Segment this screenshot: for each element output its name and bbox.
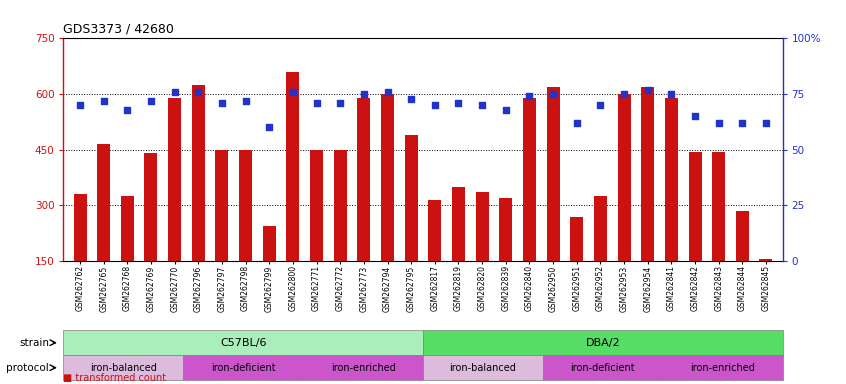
Bar	[216, 150, 228, 261]
Point	[735, 120, 749, 126]
Point	[570, 120, 584, 126]
Point	[97, 98, 111, 104]
Text: iron-deficient: iron-deficient	[211, 362, 276, 373]
Point	[665, 91, 678, 97]
Bar	[689, 152, 701, 261]
Bar	[760, 259, 772, 261]
Bar	[475, 192, 489, 261]
Point	[404, 96, 418, 102]
Bar	[423, 330, 783, 355]
Point	[594, 102, 607, 108]
Bar	[287, 72, 299, 261]
Point	[239, 98, 252, 104]
Point	[618, 91, 631, 97]
Bar	[547, 87, 559, 261]
Bar	[523, 98, 536, 261]
Bar	[712, 152, 725, 261]
Text: DBA/2: DBA/2	[585, 338, 620, 348]
Text: iron-balanced: iron-balanced	[449, 362, 516, 373]
Point	[286, 89, 299, 95]
Bar	[357, 98, 371, 261]
Point	[74, 102, 87, 108]
Bar	[594, 196, 607, 261]
Text: ■ transformed count: ■ transformed count	[63, 373, 167, 383]
Bar	[570, 217, 583, 261]
Point	[357, 91, 371, 97]
Bar	[121, 196, 134, 261]
Bar	[310, 150, 323, 261]
Bar	[736, 211, 749, 261]
Point	[712, 120, 726, 126]
Point	[191, 89, 205, 95]
Bar	[543, 355, 662, 380]
Point	[759, 120, 772, 126]
Bar	[404, 135, 418, 261]
Point	[452, 100, 465, 106]
Point	[499, 107, 513, 113]
Point	[215, 100, 228, 106]
Bar	[381, 94, 394, 261]
Bar	[168, 98, 181, 261]
Text: iron-enriched: iron-enriched	[690, 362, 755, 373]
Point	[144, 98, 157, 104]
Point	[120, 107, 134, 113]
Point	[523, 93, 536, 99]
Text: protocol: protocol	[6, 362, 49, 373]
Text: strain: strain	[19, 338, 49, 348]
Text: GDS3373 / 42680: GDS3373 / 42680	[63, 23, 174, 36]
Bar	[662, 355, 783, 380]
Bar	[192, 85, 205, 261]
Bar	[641, 87, 654, 261]
Bar	[303, 355, 423, 380]
Bar	[74, 194, 86, 261]
Text: iron-enriched: iron-enriched	[331, 362, 396, 373]
Bar	[97, 144, 110, 261]
Point	[641, 86, 655, 93]
Bar	[145, 154, 157, 261]
Bar	[333, 150, 347, 261]
Bar	[665, 98, 678, 261]
Text: iron-balanced: iron-balanced	[90, 362, 157, 373]
Bar	[499, 198, 513, 261]
Point	[475, 102, 489, 108]
Bar	[263, 226, 276, 261]
Point	[168, 89, 181, 95]
Text: C57BL/6: C57BL/6	[220, 338, 266, 348]
Point	[381, 89, 394, 95]
Point	[689, 113, 702, 119]
Bar	[423, 355, 543, 380]
Point	[547, 91, 560, 97]
Bar	[63, 355, 184, 380]
Bar	[428, 200, 442, 261]
Point	[428, 102, 442, 108]
Text: iron-deficient: iron-deficient	[570, 362, 635, 373]
Bar	[63, 330, 423, 355]
Point	[310, 100, 323, 106]
Point	[262, 124, 276, 131]
Point	[333, 100, 347, 106]
Bar	[452, 187, 465, 261]
Bar	[184, 355, 303, 380]
Bar	[239, 150, 252, 261]
Bar	[618, 94, 630, 261]
